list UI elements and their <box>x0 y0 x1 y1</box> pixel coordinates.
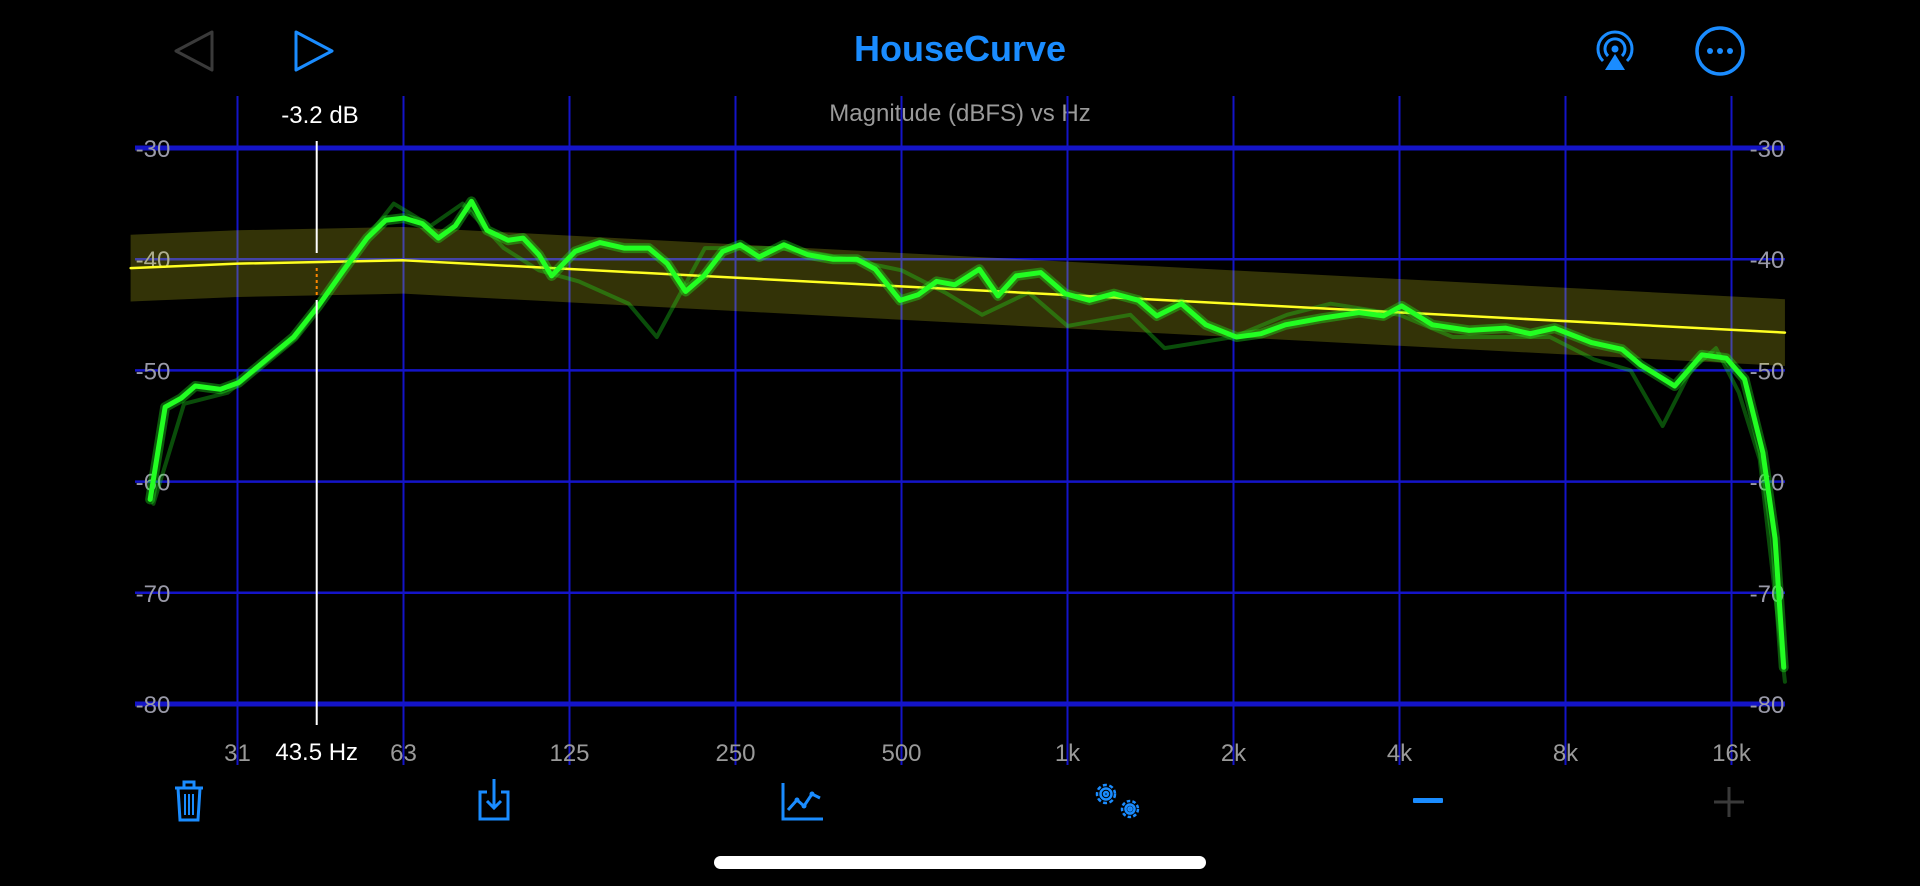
minus-icon[interactable] <box>1412 796 1444 806</box>
triangle-right-icon[interactable] <box>292 30 336 72</box>
x-tick-label: 1k <box>1055 740 1081 767</box>
app-title: HouseCurve <box>853 28 1067 69</box>
y-tick-label-right: -50 <box>1750 358 1785 385</box>
target-curve-line <box>129 259 1787 334</box>
x-tick-label: 8k <box>1553 740 1579 767</box>
plus-icon <box>1714 787 1744 817</box>
gears-icon[interactable] <box>1090 778 1146 824</box>
x-tick-label: 125 <box>549 740 589 767</box>
previous-measurement-line <box>151 201 1787 684</box>
y-tick-label-right: -30 <box>1750 136 1785 163</box>
y-tick-label-left: -80 <box>136 692 171 719</box>
cursor-frequency-label: 43.5 Hz <box>256 739 377 767</box>
x-tick-label: 250 <box>715 740 755 767</box>
line-chart-icon[interactable] <box>780 782 826 822</box>
y-tick-label-right: -80 <box>1750 692 1785 719</box>
download-box-icon[interactable] <box>475 778 513 822</box>
home-indicator[interactable] <box>714 856 1206 869</box>
x-tick-label: 63 <box>390 740 417 767</box>
trash-icon[interactable] <box>172 779 206 823</box>
target-band <box>130 226 1785 366</box>
triangle-left-icon[interactable] <box>172 30 216 72</box>
y-tick-label-right: -40 <box>1750 247 1785 274</box>
x-tick-label: 16k <box>1712 740 1752 767</box>
y-tick-label-left: -70 <box>136 581 171 608</box>
measurement-line <box>147 198 1787 670</box>
x-tick-label: 500 <box>881 740 921 767</box>
x-tick-label: 31 <box>224 740 251 767</box>
y-tick-label-left: -30 <box>136 136 171 163</box>
x-tick-label: 2k <box>1221 740 1247 767</box>
y-tick-label-left: -40 <box>136 247 171 274</box>
chart-title: Magnitude (dBFS) vs Hz <box>829 100 1091 127</box>
cursor-value-label: -3.2 dB <box>281 102 359 129</box>
ellipsis-circle-icon[interactable] <box>1694 25 1746 77</box>
y-tick-label-left: -50 <box>136 358 171 385</box>
x-tick-label: 4k <box>1387 740 1413 767</box>
airplay-icon[interactable] <box>1592 28 1638 74</box>
